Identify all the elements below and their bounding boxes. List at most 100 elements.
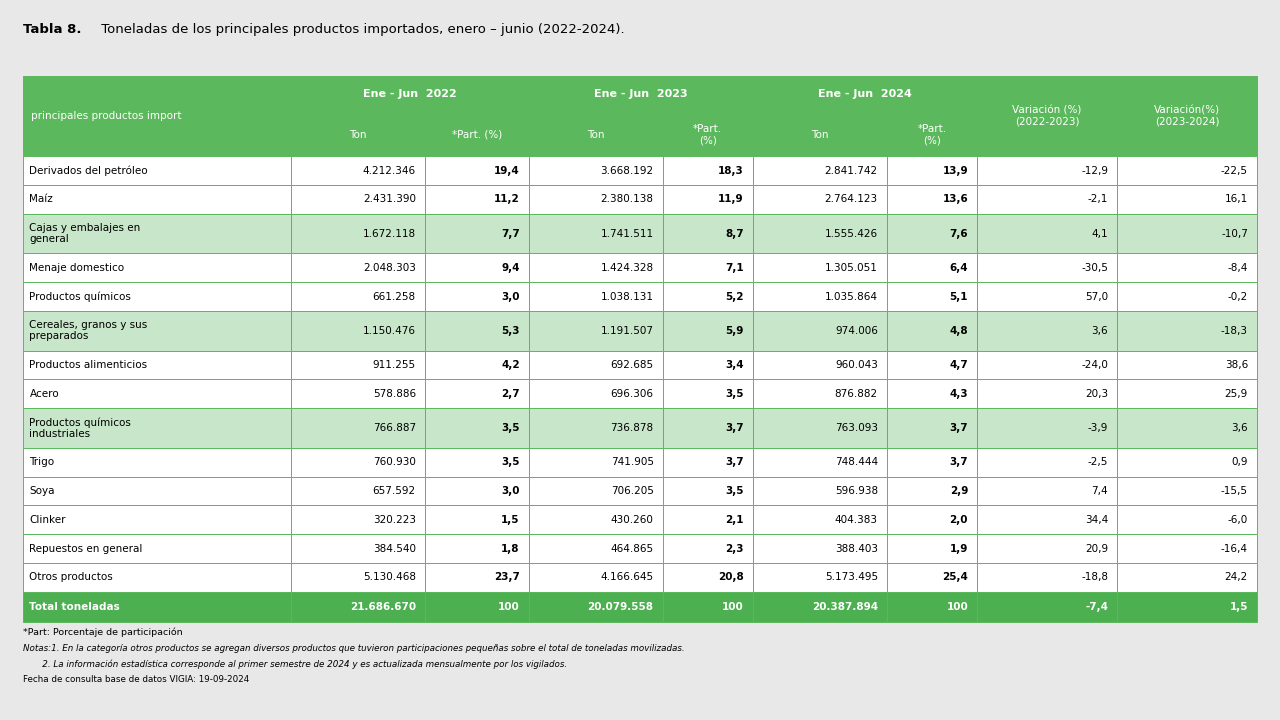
Bar [977,408,1117,448]
Text: *Part. (%): *Part. (%) [452,130,502,140]
Text: 4,3: 4,3 [950,389,968,399]
Bar [753,477,887,505]
Text: Ton: Ton [812,130,828,140]
Text: 911.255: 911.255 [372,360,416,370]
Bar [425,448,529,477]
Bar [425,534,529,563]
Text: Ene - Jun  2024: Ene - Jun 2024 [818,89,911,99]
Text: 4,2: 4,2 [500,360,520,370]
Bar [663,563,753,592]
Bar [887,448,977,477]
Text: 2.841.742: 2.841.742 [824,166,878,176]
Bar [753,534,887,563]
Bar [977,214,1117,253]
Bar [663,592,753,622]
Bar [425,311,529,351]
Text: 20,3: 20,3 [1085,389,1108,399]
Bar [887,505,977,534]
Text: Ene - Jun  2022: Ene - Jun 2022 [364,89,457,99]
Text: 960.043: 960.043 [835,360,878,370]
Text: Trigo: Trigo [29,457,55,467]
Bar [753,214,887,253]
Bar [887,282,977,311]
Bar [753,311,887,351]
Text: Tabla 8.: Tabla 8. [23,23,82,36]
Text: *Part.
(%): *Part. (%) [694,124,722,145]
Text: 57,0: 57,0 [1085,292,1108,302]
Text: 34,4: 34,4 [1085,515,1108,525]
Text: 5,9: 5,9 [726,326,744,336]
Bar [663,505,753,534]
Text: -18,3: -18,3 [1221,326,1248,336]
Text: 657.592: 657.592 [372,486,416,496]
Bar [1117,592,1257,622]
Bar [887,351,977,379]
Text: 696.306: 696.306 [611,389,654,399]
Bar [291,592,425,622]
Text: *Part: Porcentaje de participación: *Part: Porcentaje de participación [23,628,183,637]
Text: -2,5: -2,5 [1088,457,1108,467]
Bar [977,448,1117,477]
Text: Total toneladas: Total toneladas [29,602,120,612]
Bar [23,534,291,563]
Text: 876.882: 876.882 [835,389,878,399]
Bar [23,563,291,592]
Bar [977,505,1117,534]
Bar [529,563,663,592]
Bar [1117,76,1257,156]
Text: 3,5: 3,5 [502,423,520,433]
Text: 1.741.511: 1.741.511 [600,229,654,238]
Bar [753,351,887,379]
Bar [291,534,425,563]
Bar [977,156,1117,185]
Text: 100: 100 [498,602,520,612]
Bar [1117,477,1257,505]
Bar [291,185,425,214]
Text: 748.444: 748.444 [835,457,878,467]
Bar [23,351,291,379]
Bar [753,592,887,622]
Bar [23,76,291,156]
Bar [887,156,977,185]
Text: Variación (%)
(2022-2023): Variación (%) (2022-2023) [1012,105,1082,127]
Text: -15,5: -15,5 [1221,486,1248,496]
Bar [753,253,887,282]
Text: 4,1: 4,1 [1092,229,1108,238]
Bar [23,505,291,534]
Bar [887,592,977,622]
Bar [425,351,529,379]
Text: Cereales, granos y sus
preparados: Cereales, granos y sus preparados [29,320,147,341]
Text: Notas:1. En la categoría otros productos se agregan diversos productos que tuvie: Notas:1. En la categoría otros productos… [23,644,685,653]
Bar [529,214,663,253]
Text: 1.424.328: 1.424.328 [600,263,654,273]
Text: 1,9: 1,9 [950,544,968,554]
Text: 100: 100 [946,602,968,612]
Text: Productos alimenticios: Productos alimenticios [29,360,147,370]
Bar [529,76,753,113]
Text: 2,1: 2,1 [726,515,744,525]
Text: 3,5: 3,5 [726,389,744,399]
Bar [1117,311,1257,351]
Bar [529,477,663,505]
Bar [529,156,663,185]
Text: 706.205: 706.205 [611,486,654,496]
Text: 13,9: 13,9 [942,166,968,176]
Text: 18,3: 18,3 [718,166,744,176]
Bar [663,282,753,311]
Bar [753,448,887,477]
Text: 1.305.051: 1.305.051 [824,263,878,273]
Text: Productos químicos
industriales: Productos químicos industriales [29,417,132,439]
Text: Cajas y embalajes en
general: Cajas y embalajes en general [29,223,141,244]
Text: 19,4: 19,4 [494,166,520,176]
Text: Clinker: Clinker [29,515,67,525]
Bar [1117,534,1257,563]
Text: 464.865: 464.865 [611,544,654,554]
Text: 384.540: 384.540 [372,544,416,554]
Bar [753,156,887,185]
Text: Fecha de consulta base de datos VIGIA: 19-09-2024: Fecha de consulta base de datos VIGIA: 1… [23,675,250,685]
Text: 661.258: 661.258 [372,292,416,302]
Bar [977,253,1117,282]
Text: principales productos import: principales productos import [31,111,182,121]
Bar [663,311,753,351]
Bar [1117,253,1257,282]
